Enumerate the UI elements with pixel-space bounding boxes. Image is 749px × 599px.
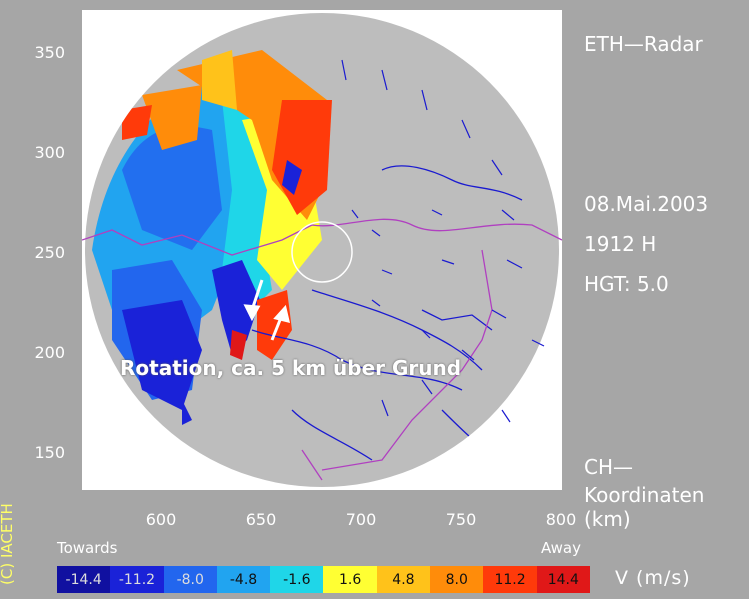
legend-cell: 14.4 xyxy=(536,566,590,593)
date-label: 08.Mai.2003 xyxy=(584,192,709,216)
legend-cell: 1.6 xyxy=(323,566,377,593)
time-label: 1912 H xyxy=(584,232,657,256)
legend-cell-label: 11.2 xyxy=(494,571,526,588)
legend-cell-label: -1.6 xyxy=(283,571,311,588)
y-tick-150: 150 xyxy=(34,443,65,462)
y-tick-250: 250 xyxy=(34,243,65,262)
towards-label: Towards xyxy=(57,539,118,557)
x-tick-650: 650 xyxy=(245,510,277,529)
legend-cell: -4.8 xyxy=(216,566,271,593)
legend-cell-label: 1.6 xyxy=(339,571,362,588)
copyright: (C) IACETH xyxy=(0,503,16,585)
radar-svg xyxy=(81,13,563,487)
range-ring xyxy=(291,221,353,283)
y-tick-350: 350 xyxy=(34,43,65,62)
legend-cell-label: -8.0 xyxy=(176,571,204,588)
radar-map xyxy=(81,10,563,490)
velocity-field xyxy=(92,50,332,425)
coord-label-1: CH— xyxy=(584,455,634,479)
legend-cell: 11.2 xyxy=(483,566,537,593)
x-tick-600: 600 xyxy=(145,510,177,529)
legend-cell: -11.2 xyxy=(110,566,164,593)
velocity-legend: -14.4 -11.2 -8.0 -4.8 -1.6 1.6 4.8 8.0 1… xyxy=(57,566,590,593)
legend-cell-label: -14.4 xyxy=(65,571,102,588)
height-label: HGT: 5.0 xyxy=(584,272,669,296)
x-tick-700: 700 xyxy=(345,510,377,529)
velocity-unit: V (m/s) xyxy=(615,567,691,589)
x-tick-750: 750 xyxy=(445,510,477,529)
coord-label-2: Koordinaten xyxy=(584,483,705,507)
radar-title: ETH—Radar xyxy=(584,32,703,56)
legend-cell: 4.8 xyxy=(376,566,431,593)
rotation-annotation: Rotation, ca. 5 km über Grund xyxy=(120,356,462,380)
coord-unit: (km) xyxy=(584,507,631,531)
rotation-arrows xyxy=(243,279,291,341)
legend-cell-label: 8.0 xyxy=(445,571,468,588)
legend-cell: -1.6 xyxy=(270,566,324,593)
away-label: Away xyxy=(541,539,581,557)
rivers xyxy=(251,165,523,461)
legend-cell: 8.0 xyxy=(430,566,484,593)
y-tick-200: 200 xyxy=(34,343,65,362)
legend-cell: -8.0 xyxy=(163,566,217,593)
legend-cell-label: 14.4 xyxy=(547,571,579,588)
y-tick-300: 300 xyxy=(34,143,65,162)
legend-cell-label: -4.8 xyxy=(229,571,258,588)
legend-cell-label: -11.2 xyxy=(118,571,156,588)
x-tick-800: 800 xyxy=(545,510,577,529)
legend-cell: -14.4 xyxy=(57,566,111,593)
wind-barbs xyxy=(341,59,545,423)
legend-cell-label: 4.8 xyxy=(392,571,415,588)
